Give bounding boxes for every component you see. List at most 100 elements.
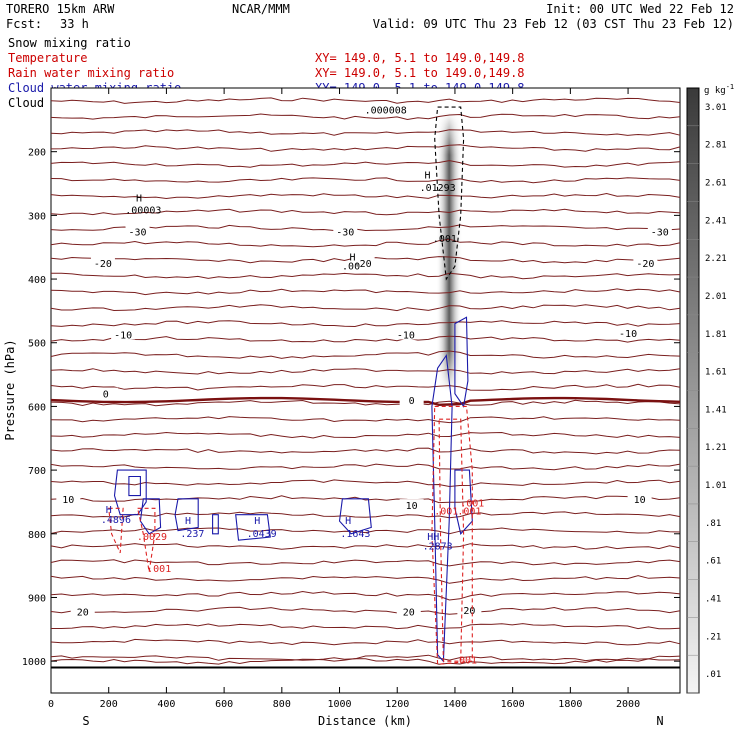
isotherm-line — [50, 654, 681, 662]
contour-annotations: H.00003H.00.000008H.01293.001H.4896.0029… — [101, 105, 484, 666]
isotherm-label: 0 — [103, 390, 109, 401]
temperature-isotherms: -30 -30 -30 -20 -20 -20 -10 -10 -10 0 0 10 10 10 20 20 2… — [50, 97, 681, 665]
plot-area: -30 -30 -30 -20 -20 -20 -10 -10 -10 0 0 10 10 10 20 20 2… — [22, 87, 681, 710]
contour-annotation: .001 — [453, 656, 477, 667]
colorbar-label: 2.61 — [705, 179, 727, 189]
x-tick-label: 600 — [215, 699, 233, 710]
isotherm-label: -20 — [636, 259, 654, 270]
x-tick-label: 1600 — [501, 699, 525, 710]
isotherm-line — [50, 383, 681, 391]
cloud-ice-contour — [434, 106, 465, 281]
cloud-water-contour — [338, 498, 372, 535]
y-tick-label: 500 — [28, 339, 46, 350]
isotherm-label-bg — [93, 387, 118, 399]
y-tick-label: 800 — [28, 530, 46, 541]
x-tick-label: 1200 — [385, 699, 409, 710]
colorbar-label: 1.21 — [705, 443, 727, 453]
isotherm-line — [50, 559, 681, 567]
colorbar-label: 2.81 — [705, 141, 727, 151]
rain-water-contour — [431, 405, 473, 665]
isotherm-line — [50, 304, 681, 312]
x-axis: 0 200 400 600 800 1000 1200 1400 1600 1800 2000 — [48, 88, 640, 710]
cloud-water-contour — [212, 514, 219, 535]
legend-xy: XY= 149.0, 5.1 to 149.0,149.8 — [315, 66, 525, 80]
colorbar-unit: g kg-1 — [704, 83, 734, 96]
colorbar-label: 3.01 — [705, 103, 727, 113]
colorbar-label: .41 — [705, 594, 721, 604]
rain-water-contour — [108, 507, 124, 554]
north-label: N — [656, 714, 663, 728]
isotherm-label: 10 — [634, 495, 646, 506]
isotherm-label-bg — [633, 257, 658, 269]
snow-shading — [436, 113, 463, 391]
y-tick-label: 200 — [28, 148, 46, 159]
x-tick-label: 2000 — [616, 699, 640, 710]
isotherm-line — [50, 97, 681, 104]
rain-water-contour — [438, 418, 465, 662]
cloud-water-contour — [128, 475, 141, 497]
x-axis-label: Distance (km) — [318, 714, 412, 728]
header: TORERO 15km ARW NCAR/MMM Init: 00 UTC We… — [6, 2, 734, 31]
isotherm-label-bg — [627, 492, 652, 504]
isotherm-label: -20 — [354, 259, 372, 270]
isotherm-label-bg — [396, 605, 421, 617]
contour-annotation: H — [350, 253, 356, 264]
cloud-water-contour — [113, 469, 147, 516]
colorbar-label: 2.41 — [705, 216, 727, 226]
isotherm-line — [50, 224, 681, 232]
isotherm-line — [51, 272, 681, 280]
contour-annotation: .001 — [457, 507, 481, 518]
isotherm-line — [50, 511, 681, 519]
isotherm-label-bg — [457, 604, 482, 616]
plot-frame — [50, 87, 681, 694]
isotherm-line — [50, 160, 681, 168]
isotherm-label: -10 — [114, 330, 132, 341]
rain-water-contour — [136, 507, 156, 573]
isotherm-line — [50, 113, 681, 121]
contour-annotation: H — [254, 516, 260, 527]
x-tick-label: 200 — [100, 699, 118, 710]
y-tick-label: 600 — [28, 402, 46, 413]
colorbar-label: .61 — [705, 557, 721, 567]
cloud-water-contour — [139, 498, 162, 535]
colorbar-unit-base: g kg — [704, 86, 726, 96]
isotherm-line — [50, 177, 681, 184]
contour-annotation: H — [345, 516, 351, 527]
valid-time: Valid: 09 UTC Thu 23 Feb 12 (03 CST Thu … — [373, 17, 734, 31]
cloud-water-contour — [454, 469, 473, 535]
isotherm-line — [50, 543, 681, 550]
isotherm-line — [51, 623, 681, 630]
y-tick-label: 1000 — [22, 657, 46, 668]
isotherm-label: -20 — [94, 259, 112, 270]
y-tick-label: 300 — [28, 211, 46, 222]
contour-annotation: .001 — [147, 564, 171, 575]
isotherm-label-bg — [399, 394, 424, 406]
isotherm-label-bg — [125, 225, 150, 237]
contour-annotation: .2873 — [423, 542, 453, 553]
y-tick-label: 900 — [28, 593, 46, 604]
contour-annotation: .001 — [433, 234, 457, 245]
contour-annotation: .001 — [434, 507, 458, 518]
cloud-water-contour — [174, 498, 199, 532]
isotherm-line — [50, 463, 681, 471]
isotherm-zero-line — [50, 396, 681, 407]
isotherm-line — [50, 238, 681, 248]
isotherm-label: -30 — [129, 227, 147, 238]
fcst-label: Fcst: — [6, 17, 42, 31]
isotherm-line — [50, 399, 681, 407]
contour-annotation: H — [185, 516, 191, 527]
isotherm-line — [50, 144, 681, 152]
isotherm-line — [50, 431, 681, 439]
cloud-water-contour — [454, 316, 469, 408]
center-title: NCAR/MMM — [232, 2, 290, 16]
isotherm-line — [50, 658, 681, 665]
y-axis-label: Pressure (hPa) — [3, 339, 17, 440]
isotherm-label-bg — [616, 327, 641, 339]
south-label: S — [82, 714, 89, 728]
legend-xy: XY= 149.0, 5.1 to 149.0,149.8 — [315, 51, 525, 65]
hydrometeor-contours — [108, 106, 473, 665]
colorbar: g kg-1 .01 .21 .41 .61 .81 1.01 1.21 1.41 1.61 1.… — [686, 83, 734, 694]
snow-column-fade — [436, 113, 463, 391]
colorbar-label: 1.61 — [705, 368, 727, 378]
